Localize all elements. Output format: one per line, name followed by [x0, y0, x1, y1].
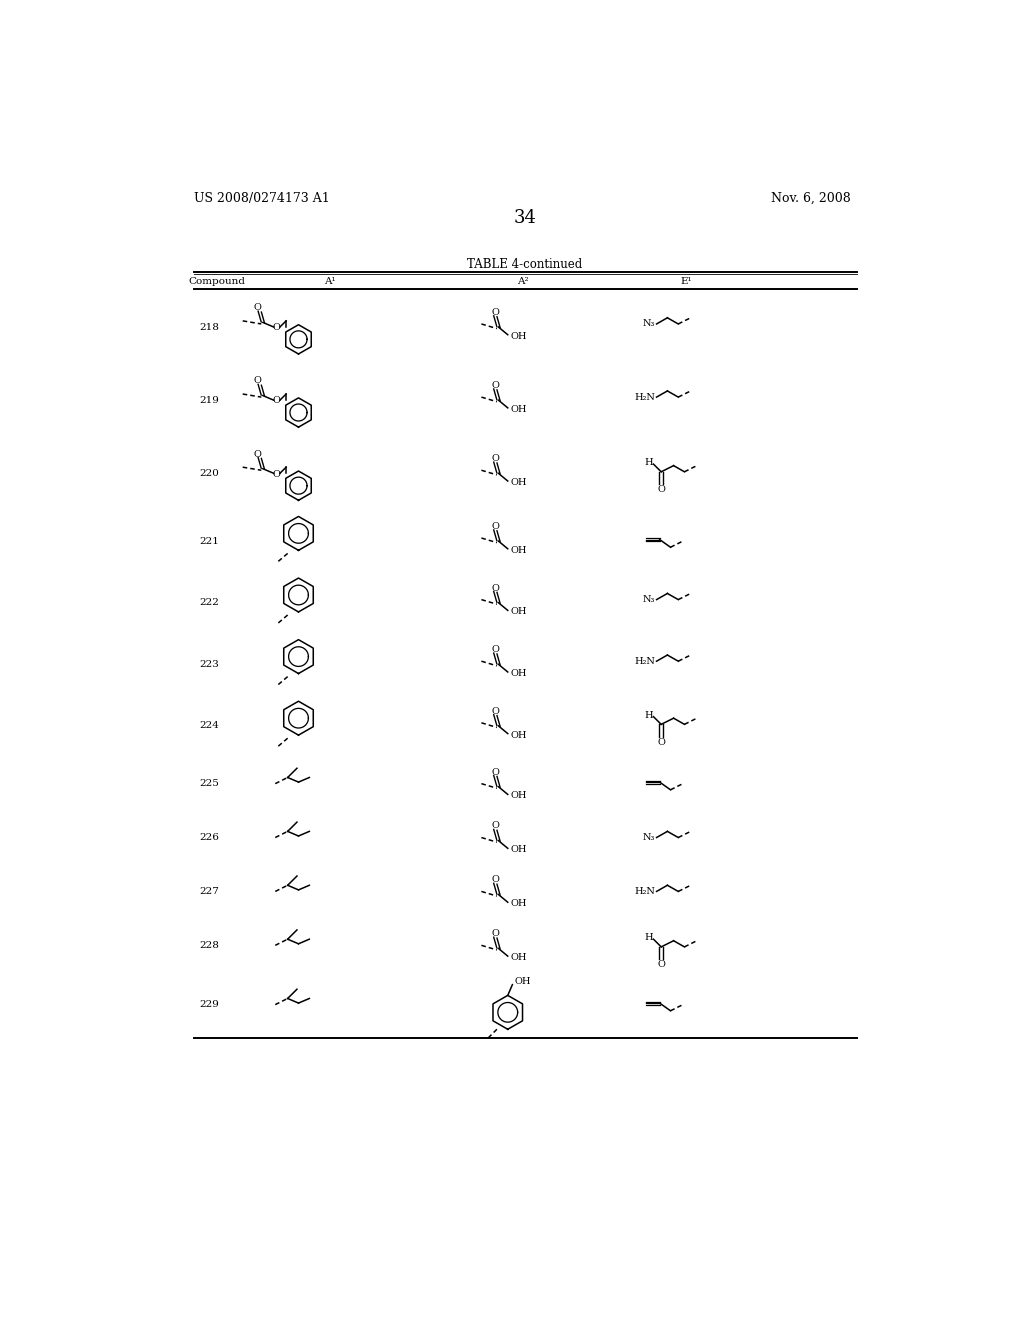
Text: OH: OH — [515, 977, 531, 986]
Text: OH: OH — [511, 899, 527, 908]
Text: O: O — [492, 929, 500, 939]
Text: H₂N: H₂N — [634, 887, 655, 896]
Text: O: O — [272, 470, 281, 479]
Text: Compound: Compound — [188, 277, 246, 286]
Text: OH: OH — [511, 331, 527, 341]
Text: OH: OH — [511, 478, 527, 487]
Text: A²: A² — [517, 277, 529, 286]
Text: OH: OH — [511, 953, 527, 962]
Text: 229: 229 — [200, 1001, 219, 1008]
Text: O: O — [492, 308, 500, 317]
Text: 221: 221 — [200, 537, 219, 545]
Text: O: O — [254, 376, 261, 385]
Text: O: O — [492, 706, 500, 715]
Text: O: O — [492, 821, 500, 830]
Text: OH: OH — [511, 731, 527, 739]
Text: O: O — [492, 583, 500, 593]
Text: O: O — [254, 450, 261, 458]
Text: H: H — [645, 933, 653, 942]
Text: O: O — [272, 396, 281, 405]
Text: 222: 222 — [200, 598, 219, 607]
Text: 227: 227 — [200, 887, 219, 896]
Text: N₃: N₃ — [643, 595, 655, 605]
Text: US 2008/0274173 A1: US 2008/0274173 A1 — [194, 191, 330, 205]
Text: 218: 218 — [200, 322, 219, 331]
Text: 219: 219 — [200, 396, 219, 405]
Text: O: O — [492, 454, 500, 463]
Text: O: O — [657, 960, 666, 969]
Text: H₂N: H₂N — [634, 657, 655, 665]
Text: O: O — [657, 484, 666, 494]
Text: OH: OH — [511, 669, 527, 678]
Text: N₃: N₃ — [643, 833, 655, 842]
Text: N₃: N₃ — [643, 319, 655, 329]
Text: OH: OH — [511, 845, 527, 854]
Text: E¹: E¹ — [680, 277, 692, 286]
Text: OH: OH — [511, 792, 527, 800]
Text: O: O — [492, 381, 500, 389]
Text: O: O — [272, 323, 281, 333]
Text: TABLE 4-continued: TABLE 4-continued — [467, 259, 583, 271]
Text: 228: 228 — [200, 941, 219, 950]
Text: 226: 226 — [200, 833, 219, 842]
Text: O: O — [492, 645, 500, 655]
Text: 224: 224 — [200, 722, 219, 730]
Text: 34: 34 — [513, 210, 537, 227]
Text: O: O — [492, 768, 500, 776]
Text: O: O — [492, 875, 500, 884]
Text: OH: OH — [511, 607, 527, 616]
Text: OH: OH — [511, 546, 527, 554]
Text: O: O — [254, 304, 261, 313]
Text: H: H — [645, 458, 653, 467]
Text: O: O — [492, 521, 500, 531]
Text: OH: OH — [511, 405, 527, 414]
Text: 225: 225 — [200, 779, 219, 788]
Text: 220: 220 — [200, 469, 219, 478]
Text: Nov. 6, 2008: Nov. 6, 2008 — [771, 191, 851, 205]
Text: A¹: A¹ — [324, 277, 335, 286]
Text: O: O — [657, 738, 666, 747]
Text: H₂N: H₂N — [634, 392, 655, 401]
Text: H: H — [645, 710, 653, 719]
Text: 223: 223 — [200, 660, 219, 669]
